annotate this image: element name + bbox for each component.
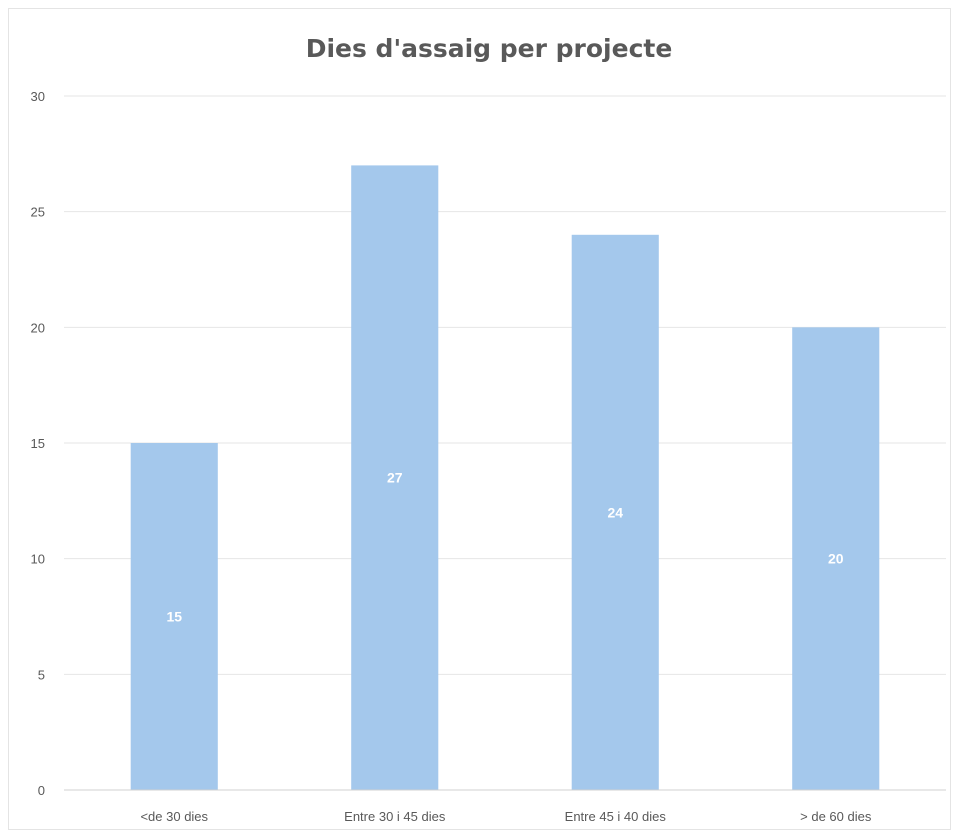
data-labels: 15 27 24 20 <box>166 470 843 625</box>
bar <box>130 443 218 790</box>
y-tick-label: 10 <box>31 552 45 567</box>
chart-title: Dies d'assaig per projecte <box>306 34 673 63</box>
y-axis-tick-labels: 0 5 10 15 20 25 30 <box>31 89 45 798</box>
data-label: 15 <box>166 609 182 625</box>
data-label: 20 <box>828 551 844 567</box>
bar <box>571 234 659 791</box>
data-label: 27 <box>387 470 403 486</box>
y-tick-label: 0 <box>38 783 45 798</box>
category-label: Entre 30 i 45 dies <box>344 809 446 824</box>
y-tick-label: 15 <box>31 436 45 451</box>
category-label: <de 30 dies <box>140 809 208 824</box>
category-label: > de 60 dies <box>800 809 872 824</box>
y-tick-label: 30 <box>31 89 45 104</box>
y-tick-label: 25 <box>31 205 45 220</box>
data-label: 24 <box>607 504 623 520</box>
category-label: Entre 45 i 40 dies <box>565 809 667 824</box>
bar <box>792 327 880 790</box>
bar <box>351 165 439 790</box>
x-axis-category-labels: <de 30 dies Entre 30 i 45 dies Entre 45 i … <box>140 809 871 824</box>
y-tick-label: 20 <box>31 320 45 335</box>
y-tick-label: 5 <box>38 667 45 682</box>
bars <box>130 165 880 791</box>
